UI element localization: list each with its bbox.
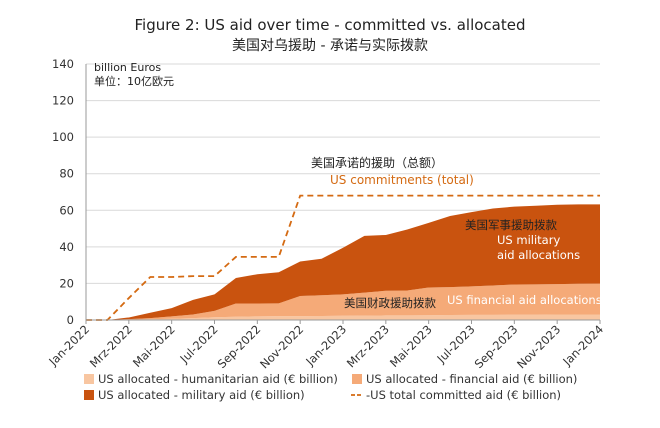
- unit-label-cn: 单位：10亿欧元: [94, 74, 174, 88]
- x-tick-label: Sep-2023: [472, 322, 521, 371]
- legend-item-committed: -US total committed aid (€ billion): [351, 388, 561, 402]
- y-tick-label: 100: [52, 130, 74, 144]
- x-tick-label: Jan-2023: [302, 322, 349, 369]
- area-military: [86, 204, 600, 320]
- legend-item-financial: US allocated - financial aid (€ billion): [352, 372, 577, 386]
- annotation-financial-en: US financial aid allocations: [447, 293, 602, 307]
- unit-label: billion Euros: [94, 61, 161, 74]
- legend-label: US allocated - financial aid (€ billion): [366, 372, 577, 386]
- chart-title: Figure 2: US aid over time - committed v…: [134, 16, 525, 34]
- legend-swatch: [84, 390, 94, 400]
- area-humanitarian: [86, 314, 600, 320]
- x-tick-label: Mai-2022: [130, 322, 178, 370]
- area-financial: [86, 283, 600, 320]
- y-tick-label: 120: [52, 94, 74, 108]
- annotation-military-en-1: US military: [497, 233, 560, 247]
- x-tick-label: Nov-2022: [257, 322, 306, 371]
- legend-label: US allocated - military aid (€ billion): [98, 388, 305, 402]
- annotation-financial-cn: 美国财政援助拨款: [344, 296, 436, 310]
- x-tick-label: Jul-2022: [177, 322, 221, 366]
- legend-item-military: US allocated - military aid (€ billion): [84, 388, 305, 402]
- x-tick-label: Nov-2023: [514, 322, 563, 371]
- legend: US allocated - humanitarian aid (€ billi…: [84, 372, 577, 402]
- legend-swatch: [352, 374, 362, 384]
- x-tick-label: Mai-2023: [387, 322, 435, 370]
- y-tick-label: 0: [67, 313, 74, 327]
- legend-item-humanitarian: US allocated - humanitarian aid (€ billi…: [84, 372, 338, 386]
- x-tick-label: Jan-2022: [45, 322, 92, 369]
- annotation-military-cn: 美国军事援助拨款: [465, 218, 557, 232]
- legend-label: -US total committed aid (€ billion): [366, 388, 561, 402]
- x-tick-label: Jul-2023: [434, 322, 478, 366]
- annotation-commitments-cn: 美国承诺的援助（总额）: [311, 155, 443, 170]
- x-tick-label: Mrz-2023: [344, 322, 392, 370]
- y-tick-label: 140: [52, 57, 74, 71]
- annotation-military-en-2: aid allocations: [497, 248, 580, 262]
- legend-label: US allocated - humanitarian aid (€ billi…: [98, 372, 338, 386]
- x-tick-label: Jan-2024: [559, 322, 606, 369]
- y-tick-label: 60: [59, 203, 74, 217]
- y-tick-label: 40: [59, 240, 74, 254]
- grid-layer: [86, 63, 600, 284]
- area-layer: [86, 204, 600, 320]
- y-tick-label: 80: [59, 167, 74, 181]
- line-committed: [86, 194, 600, 321]
- x-tick-label: Mrz-2022: [87, 322, 135, 370]
- annotation-commitments-en: US commitments (total): [330, 173, 474, 187]
- y-tick-label: 20: [59, 276, 74, 290]
- legend-swatch: [84, 374, 94, 384]
- chart-subtitle: 美国对乌援助 - 承诺与实际拨款: [232, 38, 428, 54]
- line-layer: [86, 194, 600, 321]
- x-tick-label: Sep-2022: [215, 322, 264, 371]
